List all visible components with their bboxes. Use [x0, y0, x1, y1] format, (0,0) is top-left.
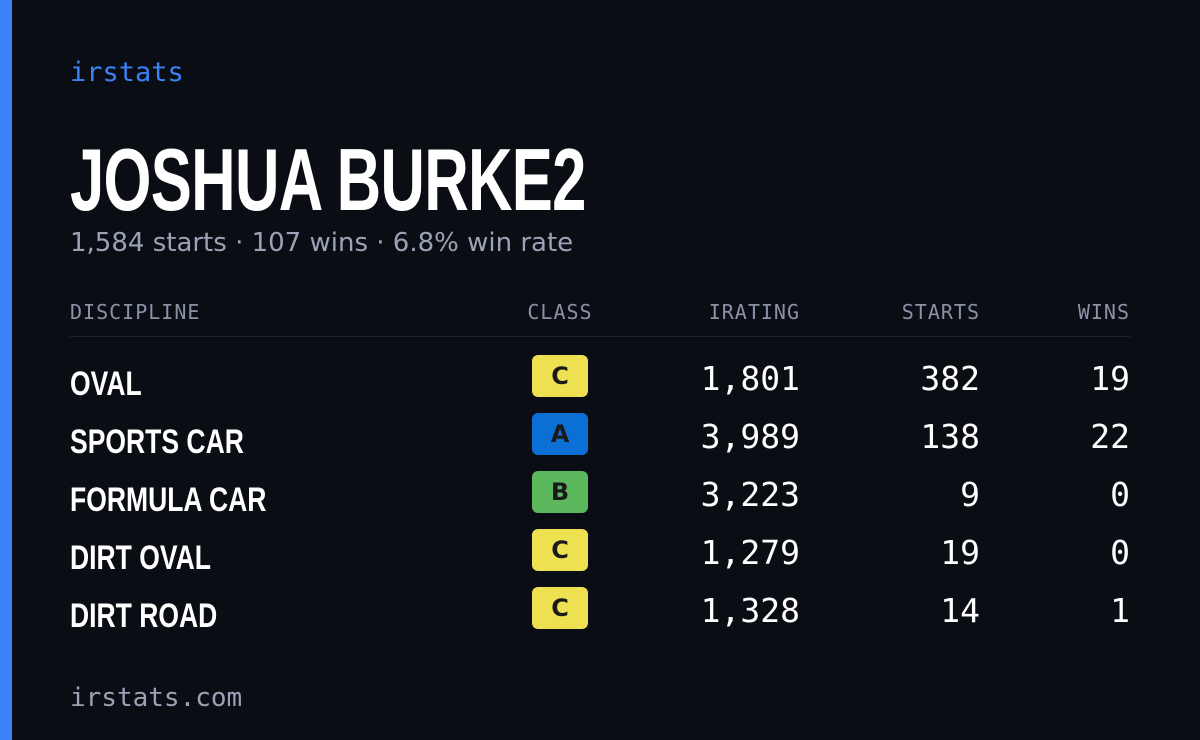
driver-summary: 1,584 starts · 107 wins · 6.8% win rate: [70, 228, 574, 258]
class-badge: C: [532, 529, 588, 571]
stat-value: 9: [960, 475, 980, 514]
column-header: STARTS: [901, 300, 980, 324]
header-rule: [70, 336, 1130, 337]
stat-value: 0: [1110, 475, 1130, 514]
stat-value: 1: [1110, 591, 1130, 630]
stat-value: 1,801: [700, 359, 800, 398]
discipline: DIRT ROAD: [70, 597, 218, 635]
class-badge: A: [532, 413, 588, 455]
stat-value: 14: [940, 591, 980, 630]
brand: irstats: [70, 57, 184, 88]
stat-value: 382: [920, 359, 980, 398]
discipline: OVAL: [70, 365, 142, 403]
stat-value: 0: [1110, 533, 1130, 572]
class-badge: C: [532, 587, 588, 629]
discipline: SPORTS CAR: [70, 423, 244, 461]
stat-value: 1,279: [700, 533, 800, 572]
discipline: DIRT OVAL: [70, 539, 211, 577]
column-header: DISCIPLINE: [70, 300, 201, 324]
stat-value: 22: [1090, 417, 1130, 456]
class-badge: B: [532, 471, 588, 513]
stat-value: 1,328: [700, 591, 800, 630]
stat-value: 19: [1090, 359, 1130, 398]
class-badge: C: [532, 355, 588, 397]
driver-name: JOSHUA BURKE2: [70, 130, 586, 229]
accent-bar: [0, 0, 12, 740]
column-header: CLASS: [527, 300, 593, 324]
column-header: WINS: [1077, 300, 1130, 324]
stat-value: 138: [920, 417, 980, 456]
stat-value: 3,989: [700, 417, 800, 456]
discipline: FORMULA CAR: [70, 481, 267, 519]
footer: irstats.com: [70, 683, 243, 713]
stat-value: 19: [940, 533, 980, 572]
column-header: IRATING: [708, 300, 800, 324]
stat-value: 3,223: [700, 475, 800, 514]
